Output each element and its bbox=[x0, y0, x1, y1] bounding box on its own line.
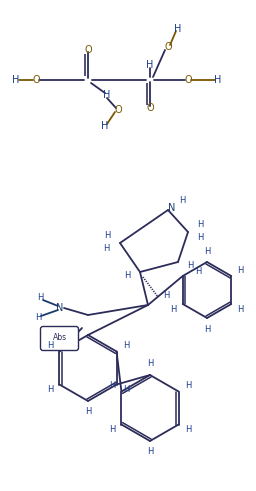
Text: H: H bbox=[146, 60, 154, 70]
Text: H: H bbox=[195, 268, 201, 276]
Text: O: O bbox=[32, 75, 40, 85]
Text: H: H bbox=[238, 305, 244, 314]
Text: H: H bbox=[35, 313, 41, 323]
Text: H: H bbox=[47, 342, 53, 351]
Text: H: H bbox=[204, 246, 210, 255]
Text: O: O bbox=[84, 45, 92, 55]
Text: H: H bbox=[197, 219, 203, 228]
FancyBboxPatch shape bbox=[40, 327, 79, 351]
Text: H: H bbox=[47, 385, 53, 394]
Text: O: O bbox=[114, 105, 122, 115]
Text: H: H bbox=[163, 291, 169, 300]
Text: H: H bbox=[123, 342, 129, 351]
Text: H: H bbox=[104, 230, 110, 240]
Text: H: H bbox=[147, 359, 153, 369]
Text: H: H bbox=[185, 382, 191, 390]
Text: N: N bbox=[168, 203, 176, 213]
Text: O: O bbox=[146, 103, 154, 113]
Text: H: H bbox=[204, 325, 210, 333]
Text: H: H bbox=[103, 90, 111, 100]
Text: H: H bbox=[170, 305, 176, 314]
Text: O: O bbox=[184, 75, 192, 85]
Text: O: O bbox=[164, 42, 172, 52]
Text: N: N bbox=[56, 303, 64, 313]
Text: H: H bbox=[147, 447, 153, 457]
Text: H: H bbox=[103, 244, 109, 252]
Text: H: H bbox=[12, 75, 20, 85]
Text: H: H bbox=[179, 195, 185, 204]
Text: H: H bbox=[185, 426, 191, 435]
Text: Abs: Abs bbox=[53, 333, 67, 343]
Text: H: H bbox=[123, 385, 129, 394]
Text: H: H bbox=[238, 266, 244, 275]
Text: H: H bbox=[109, 426, 115, 435]
Text: H: H bbox=[85, 408, 91, 416]
Text: H: H bbox=[37, 294, 43, 302]
Text: H: H bbox=[187, 261, 193, 270]
Text: H: H bbox=[214, 75, 222, 85]
Text: H: H bbox=[124, 272, 130, 280]
Text: H: H bbox=[174, 24, 182, 34]
Text: H: H bbox=[197, 233, 203, 242]
Text: H: H bbox=[109, 382, 115, 390]
Text: H: H bbox=[101, 121, 109, 131]
